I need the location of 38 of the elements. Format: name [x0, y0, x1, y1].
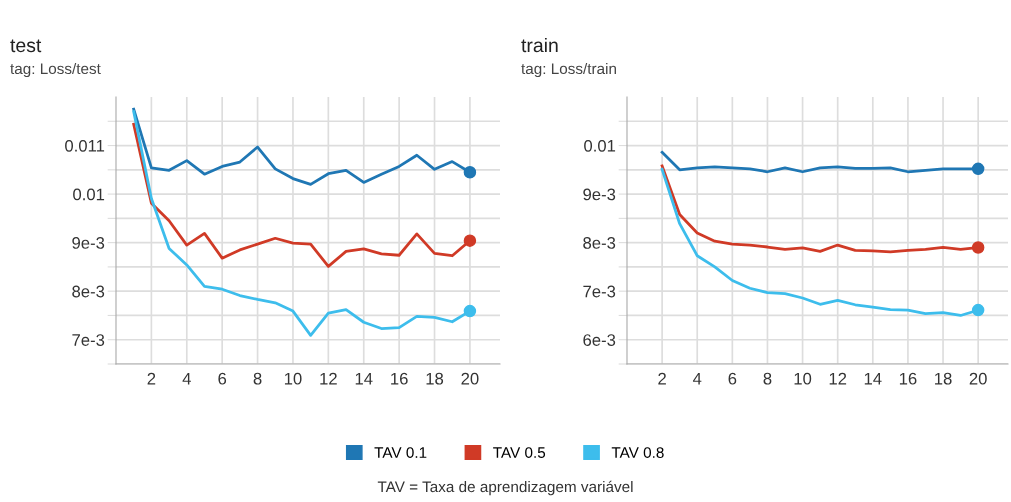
- x-tick-label: 16: [899, 372, 917, 385]
- x-tick-label: 2: [147, 372, 156, 385]
- x-tick-label: 12: [829, 372, 847, 385]
- text: TAV = Taxa de aprendizagem variável: [377, 480, 633, 496]
- y-tick-label: 9e-3: [72, 237, 105, 249]
- x-tick-label: 4: [182, 372, 191, 385]
- y-tick-label: 9e-3: [583, 188, 616, 201]
- y-tick-label: 8e-3: [583, 237, 616, 249]
- y-tick-label: 7e-3: [72, 334, 105, 346]
- x-tick-label: 8: [763, 372, 772, 385]
- chart-subtitle: tag: Loss/test: [10, 62, 101, 78]
- x-tick-label: 20: [461, 372, 479, 385]
- y-tick-label: 0.01: [73, 188, 105, 201]
- x-tick-label: 2: [658, 372, 666, 385]
- legend-label: TAV 0.1: [374, 447, 427, 458]
- y-tick-label: 0.011: [65, 139, 105, 152]
- chart-title: train: [521, 37, 558, 53]
- legend-label: TAV 0.8: [611, 447, 664, 458]
- x-tick-label: 6: [218, 372, 227, 385]
- x-tick-label: 18: [935, 372, 952, 385]
- x-tick-label: 18: [426, 372, 444, 385]
- chart-subtitle: tag: Loss/train: [521, 62, 616, 78]
- x-tick-label: 10: [794, 372, 812, 385]
- x-tick-label: 12: [320, 372, 337, 385]
- chart-title: test: [10, 39, 42, 53]
- y-tick-label: 6e-3: [583, 334, 616, 346]
- x-tick-label: 16: [391, 372, 408, 385]
- x-tick-label: 20: [969, 372, 987, 385]
- x-tick-label: 8: [253, 372, 262, 385]
- x-tick-label: 10: [284, 372, 302, 385]
- x-tick-label: 14: [355, 372, 373, 385]
- legend-label: TAV 0.5: [493, 447, 546, 458]
- x-tick-label: 14: [864, 372, 882, 385]
- x-tick-label: 4: [692, 372, 702, 385]
- y-tick-label: 0.01: [584, 139, 616, 152]
- y-tick-label: 8e-3: [72, 285, 105, 298]
- x-tick-label: 6: [728, 372, 737, 385]
- y-tick-label: 7e-3: [583, 285, 616, 298]
